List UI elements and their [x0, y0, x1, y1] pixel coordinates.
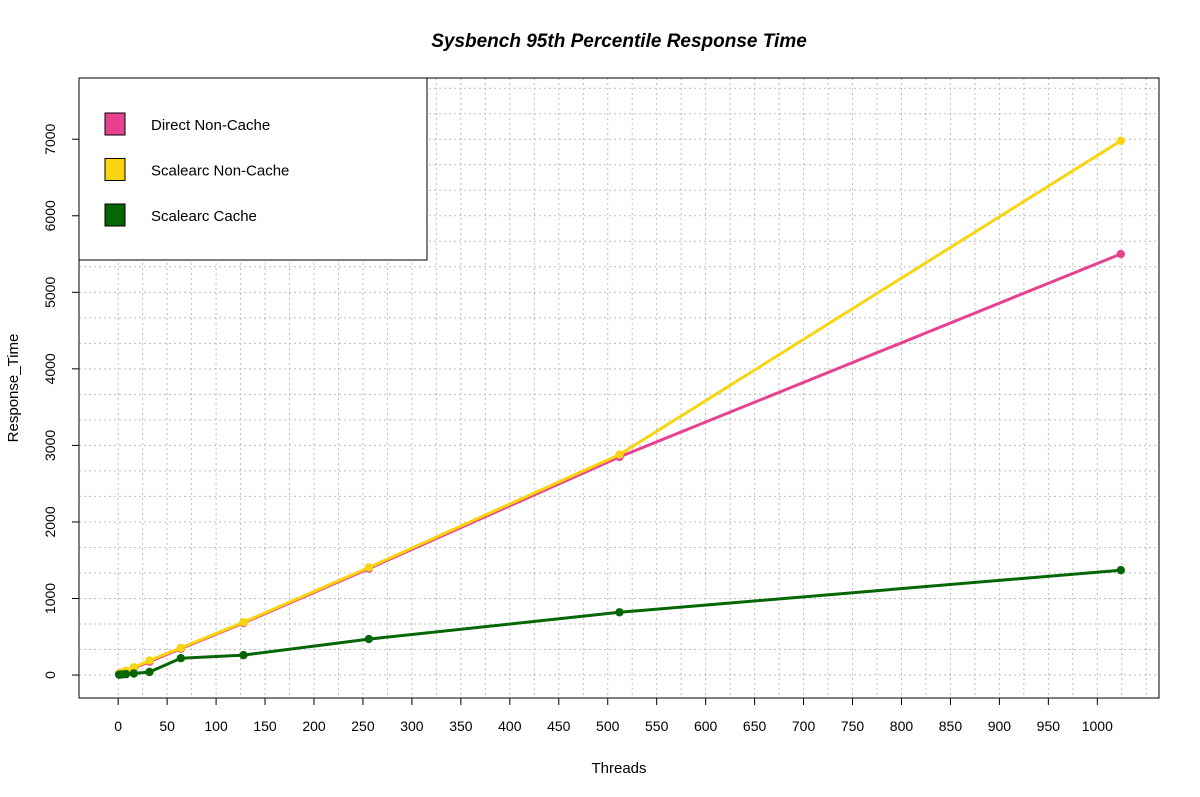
x-tick-label: 950	[1037, 718, 1061, 734]
x-tick-label: 450	[547, 718, 571, 734]
legend-label: Direct Non-Cache	[151, 117, 270, 134]
legend-swatch	[104, 203, 126, 227]
data-point	[1116, 136, 1126, 145]
y-axis: 0 1000 2000 3000 4000 5000 6000 7000	[42, 123, 79, 679]
data-point	[176, 643, 186, 653]
x-axis-label: Threads	[591, 760, 646, 777]
series-line	[117, 568, 1123, 677]
chart-title: Sysbench 95th Percentile Response Time	[431, 31, 807, 52]
x-tick-label: 800	[890, 718, 914, 734]
x-tick-label: 750	[841, 718, 865, 734]
y-tick-label: 1000	[42, 583, 58, 614]
x-tick-label: 900	[988, 718, 1012, 734]
legend-label: Scalearc Cache	[151, 208, 257, 225]
plot-frame	[78, 77, 1160, 699]
x-tick-label: 0	[114, 718, 122, 734]
x-tick-label: 150	[253, 718, 277, 734]
data-point	[364, 563, 374, 572]
y-axis-label: Response_Time	[5, 334, 22, 443]
y-tick-label: 3000	[42, 430, 58, 461]
y-tick-label: 5000	[42, 277, 58, 308]
y-tick-label: 0	[42, 671, 58, 679]
data-point	[145, 667, 154, 677]
data-point	[615, 608, 624, 617]
x-tick-label: 850	[939, 718, 963, 734]
x-tick-label: 400	[498, 718, 522, 734]
legend-box	[78, 77, 428, 261]
data-point	[121, 669, 131, 679]
y-tick-label: 2000	[42, 506, 58, 537]
y-tick-label: 4000	[42, 353, 58, 384]
x-tick-label: 100	[204, 718, 228, 734]
legend: Direct Non-Cache Scalearc Non-Cache Scalea…	[78, 77, 428, 261]
data-point	[176, 653, 186, 663]
x-tick-label: 500	[596, 718, 620, 734]
x-tick-label: 200	[302, 718, 326, 734]
legend-label: Scalearc Non-Cache	[151, 163, 289, 180]
data-point	[364, 634, 374, 644]
data-point	[239, 618, 248, 627]
x-tick-label: 1000	[1082, 718, 1113, 734]
x-tick-label: 550	[645, 718, 669, 734]
data-point	[239, 650, 248, 660]
y-tick-label: 6000	[42, 200, 58, 231]
x-tick-label: 50	[159, 718, 175, 734]
legend-swatch	[104, 158, 126, 181]
data-point	[145, 656, 154, 665]
data-point	[129, 663, 139, 672]
x-axis: 0 50 100 150 200 250 300 350 400 450 500 550 600 650 7…	[114, 698, 1113, 734]
data-point	[615, 450, 624, 459]
series-2	[114, 565, 1126, 679]
x-tick-label: 600	[694, 718, 718, 734]
x-tick-label: 300	[400, 718, 424, 734]
x-tick-label: 250	[351, 718, 375, 734]
x-tick-label: 650	[743, 718, 767, 734]
legend-swatch	[104, 112, 126, 136]
x-tick-label: 700	[792, 718, 816, 734]
data-point	[1116, 249, 1126, 259]
series-group	[114, 136, 1126, 679]
y-tick-label: 7000	[42, 123, 58, 154]
data-point	[129, 669, 139, 678]
data-point	[1116, 565, 1126, 575]
x-tick-label: 350	[449, 718, 473, 734]
